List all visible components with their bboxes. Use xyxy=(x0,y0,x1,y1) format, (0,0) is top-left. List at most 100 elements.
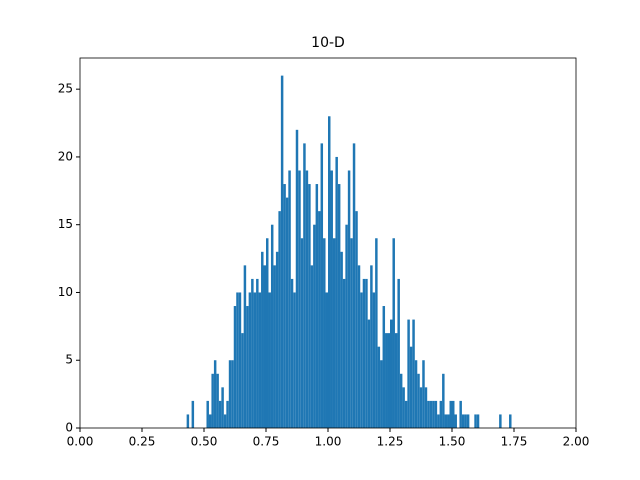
bar xyxy=(399,373,403,428)
bar xyxy=(263,265,266,428)
bar xyxy=(414,360,418,428)
bar xyxy=(459,400,462,428)
x-tick-label: 0.25 xyxy=(129,435,156,449)
bar xyxy=(315,184,319,428)
bar xyxy=(429,400,433,428)
bar xyxy=(499,414,502,428)
bar xyxy=(293,292,296,428)
bar xyxy=(332,238,336,428)
bar xyxy=(238,292,242,428)
bar xyxy=(208,414,212,428)
bar xyxy=(340,251,343,428)
bar xyxy=(357,265,361,428)
bar xyxy=(372,292,376,428)
bar xyxy=(335,156,338,428)
bar xyxy=(427,400,430,428)
y-tick-label: 15 xyxy=(58,217,73,231)
bar xyxy=(452,400,455,428)
bar xyxy=(444,414,448,428)
bar xyxy=(412,319,415,428)
bar xyxy=(394,333,398,428)
bar xyxy=(213,360,217,428)
bar xyxy=(323,238,326,428)
bar xyxy=(216,373,219,428)
bar xyxy=(380,360,383,428)
bar xyxy=(442,373,445,428)
bar xyxy=(280,75,284,428)
bar xyxy=(295,129,299,429)
bar xyxy=(407,319,410,428)
bar xyxy=(397,278,400,428)
bar xyxy=(404,400,408,428)
bar xyxy=(474,414,477,428)
bar xyxy=(270,224,274,428)
bar xyxy=(285,197,289,428)
bar xyxy=(409,346,413,428)
bar xyxy=(273,265,276,428)
bar xyxy=(466,414,470,428)
y-tick-label: 10 xyxy=(58,285,73,299)
bar xyxy=(325,292,328,428)
x-tick-label: 1.00 xyxy=(315,435,342,449)
bar xyxy=(258,292,262,428)
bar xyxy=(419,387,423,428)
bar xyxy=(365,278,368,428)
bar xyxy=(447,414,450,428)
bar xyxy=(350,238,353,428)
bar xyxy=(476,414,480,428)
bar xyxy=(437,414,440,428)
bar xyxy=(218,400,222,428)
y-tick-label: 25 xyxy=(58,82,73,96)
bar xyxy=(424,387,428,428)
bar xyxy=(186,414,190,428)
bar xyxy=(461,414,465,428)
x-tick-label: 0.50 xyxy=(191,435,218,449)
bar xyxy=(402,387,405,428)
bar xyxy=(449,400,452,428)
bar xyxy=(342,278,346,428)
bar xyxy=(248,292,252,428)
bar xyxy=(275,251,279,428)
bar xyxy=(246,306,249,428)
bar xyxy=(377,346,381,428)
plot-frame xyxy=(79,57,577,429)
bar xyxy=(268,292,271,428)
chart-title: 10-D xyxy=(311,35,345,51)
bar xyxy=(310,265,314,428)
bar xyxy=(439,400,443,428)
bar xyxy=(387,333,390,428)
bar xyxy=(320,143,324,428)
bar xyxy=(347,170,351,428)
bar xyxy=(206,400,209,428)
x-tick-label: 1.50 xyxy=(439,435,466,449)
bar xyxy=(352,143,356,428)
bar xyxy=(328,116,331,429)
bar xyxy=(288,170,291,428)
bar xyxy=(298,170,301,428)
bar xyxy=(233,306,237,428)
bar xyxy=(360,292,363,428)
bar xyxy=(223,414,227,428)
bar xyxy=(226,400,229,428)
bar xyxy=(251,278,254,428)
y-tick-label: 0 xyxy=(65,421,73,435)
bar xyxy=(454,414,457,428)
bar xyxy=(362,278,366,428)
bar xyxy=(308,184,311,428)
bar xyxy=(253,292,257,428)
bar xyxy=(261,251,264,428)
bar xyxy=(313,224,316,428)
bar xyxy=(392,238,395,428)
bar xyxy=(464,414,467,428)
bar xyxy=(330,170,333,428)
bar xyxy=(300,238,304,428)
bar xyxy=(382,306,386,428)
bar xyxy=(256,278,259,428)
x-tick-label: 1.25 xyxy=(377,435,404,449)
bar xyxy=(241,333,244,428)
bar xyxy=(211,373,214,428)
x-tick-label: 0.00 xyxy=(67,435,94,449)
bar xyxy=(370,265,373,428)
x-tick-label: 2.00 xyxy=(563,435,590,449)
